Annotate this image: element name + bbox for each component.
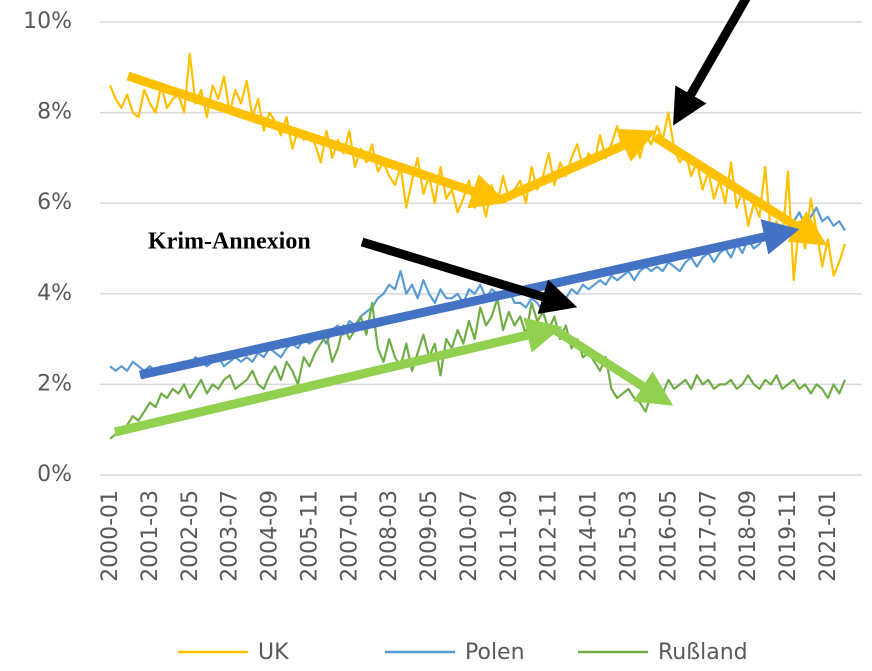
trend-arrow [552, 326, 674, 406]
legend-label: Polen [465, 640, 525, 665]
x-tick-label: 2019-11 [776, 490, 801, 582]
y-tick-label: 8% [37, 100, 72, 125]
x-tick-label: 2009-05 [417, 490, 442, 582]
x-tick-label: 2016-05 [656, 490, 681, 582]
legend-label: Rußland [658, 640, 748, 665]
y-tick-label: 2% [37, 371, 72, 396]
y-tick-label: 10% [23, 9, 72, 34]
y-tick-label: 6% [37, 190, 72, 215]
annotation-arrow [360, 237, 578, 315]
annotation: Krim-Annexion [148, 229, 311, 255]
x-tick-label: 2003-07 [218, 490, 243, 582]
legend: UK Polen Rußland [178, 640, 748, 665]
trend-arrows [113, 0, 828, 437]
trend-arrow [498, 128, 657, 205]
series-line [109, 297, 847, 440]
x-tick-label: 2018-09 [736, 490, 761, 582]
trend-arrow [139, 219, 800, 380]
x-tick-label: 2004-09 [258, 490, 283, 582]
x-tick-label: 2021-01 [816, 490, 841, 582]
x-tick-label: 2007-01 [337, 490, 362, 582]
x-tick-label: 2015-03 [616, 490, 641, 582]
x-tick-label: 2011-09 [497, 490, 522, 582]
x-tick-label: 2010-07 [457, 490, 482, 582]
trend-arrow [126, 71, 508, 209]
x-tick-label: 2014-01 [577, 490, 602, 582]
x-tick-label: 2005-11 [297, 490, 322, 582]
trend-arrow [113, 317, 563, 437]
x-tick-label: 2008-03 [377, 490, 402, 582]
annotation-arrow [673, 0, 751, 126]
y-tick-label: 0% [37, 462, 72, 487]
x-tick-label: 2012-11 [537, 490, 562, 582]
x-tick-label: 2002-05 [178, 490, 203, 582]
x-tick-label: 2017-07 [696, 490, 721, 582]
y-tick-label: 4% [37, 281, 72, 306]
x-tick-label: 2001-03 [138, 490, 163, 582]
x-tick-label: 2000-01 [98, 490, 123, 582]
legend-label: UK [258, 640, 289, 665]
